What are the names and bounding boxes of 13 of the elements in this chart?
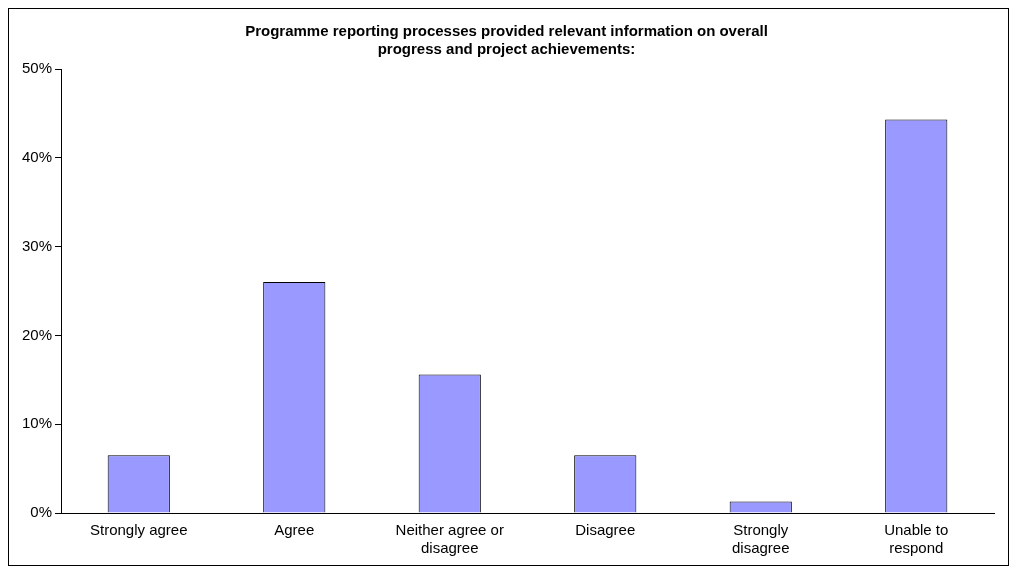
x-tick-label: Strongly agree [89,521,188,539]
y-tick-label: 10% [21,414,53,432]
x-tick-label: Disagree [575,521,636,539]
x-tick-label: Unable to respond [884,521,949,557]
chart-title: Programme reporting processes provided relevant information on overall progress and project achievements: [245,22,768,58]
x-tick-label: Agree [274,521,315,539]
y-tick-label: 40% [21,147,53,165]
y-tick-label: 30% [21,236,53,254]
x-tick-label: Strongly disagree [731,521,790,557]
y-tick-label: 50% [21,59,53,77]
x-tick-label: Neither agree or disagree [395,521,504,557]
y-tick-label: 20% [21,325,53,343]
y-tick-label: 0% [30,503,53,521]
